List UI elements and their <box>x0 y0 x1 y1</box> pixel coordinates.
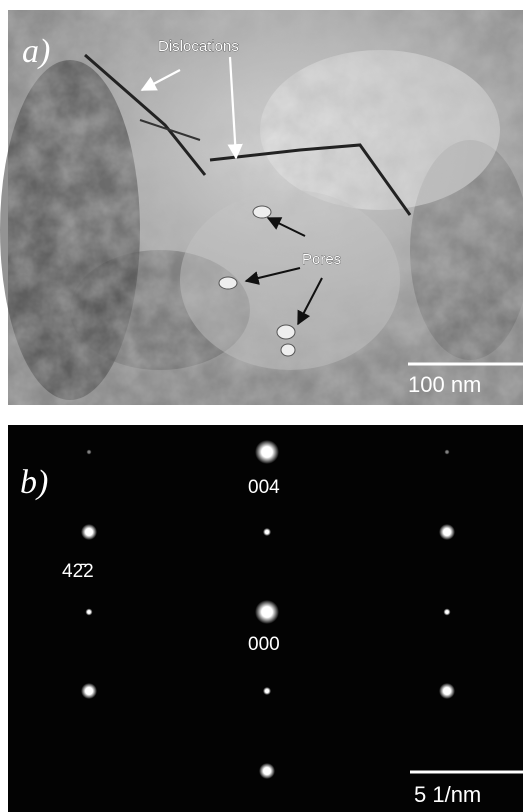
panel-a: a) Dislocations Pores 100 nm <box>0 10 523 405</box>
spot-label: 000 <box>248 634 280 655</box>
spot-label: 004 <box>248 477 280 498</box>
annotation: Dislocations <box>158 38 239 55</box>
spot-label: 42̄2 <box>62 561 94 582</box>
page: a) Dislocations Pores 100 nm b) 00 <box>0 0 523 812</box>
panel-label: a) <box>22 33 50 70</box>
panel-b: b) 004 42̄2 000 5 1/nm <box>8 425 523 812</box>
annotation: Pores <box>302 251 341 268</box>
figure: a) Dislocations Pores 100 nm b) 00 <box>0 0 523 812</box>
scale-bar-label: 5 1/nm <box>414 782 481 807</box>
scale-bar-label: 100 nm <box>408 372 481 397</box>
panel-label: b) <box>20 464 48 501</box>
